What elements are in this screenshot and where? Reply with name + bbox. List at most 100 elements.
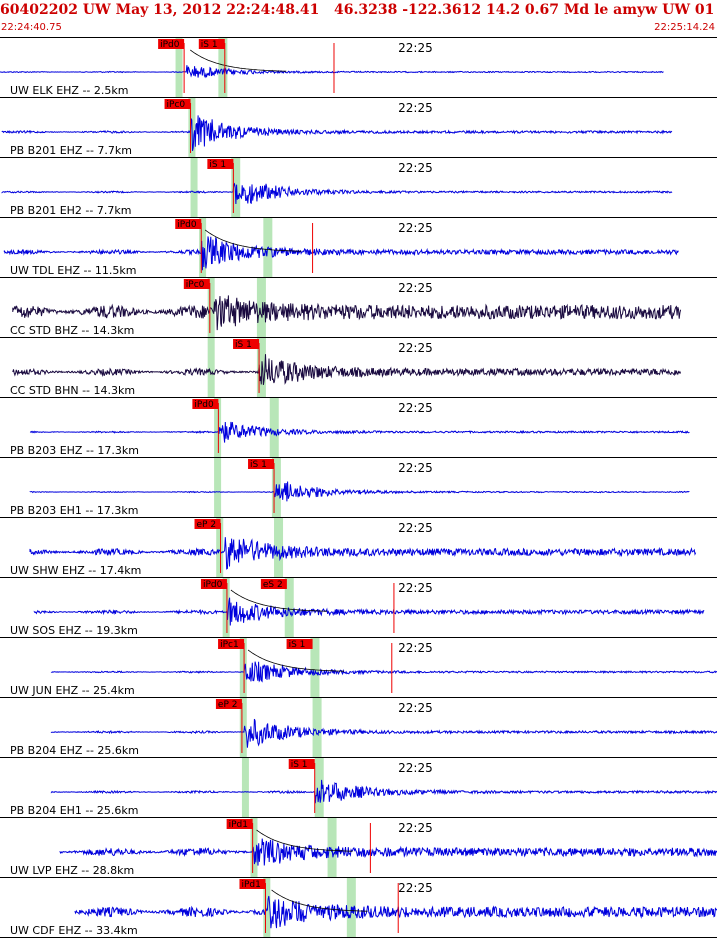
pick-label: eS 2: [263, 580, 283, 590]
pick-label: iPc1: [220, 640, 239, 650]
waveform: [12, 354, 682, 385]
pick-box[interactable]: [215, 699, 242, 709]
pick-marker[interactable]: iPd0: [200, 579, 227, 590]
time-tick-label: 22:25: [398, 521, 433, 535]
pick-box[interactable]: [200, 579, 227, 589]
time-tick-label: 22:25: [398, 761, 433, 775]
waveform: [33, 597, 705, 626]
pick-label: iS 1: [289, 640, 306, 650]
station-label: PB B201 EH2 -- 7.7km: [10, 204, 131, 217]
pick-marker[interactable]: iS 1: [286, 639, 313, 650]
station-label: UW SOS EHZ -- 19.3km: [10, 624, 138, 637]
station-label: UW JUN EHZ -- 25.4km: [10, 684, 135, 697]
trace-panel: iPd0 22:25 PB B203 EHZ -- 17.3km: [0, 397, 717, 457]
pick-box[interactable]: [164, 99, 191, 109]
pick-marker[interactable]: eP 2: [215, 699, 242, 710]
waveform: [1, 182, 673, 205]
p-window: [214, 458, 222, 517]
time-tick-label: 22:25: [398, 401, 433, 415]
coda-decay-curve: [204, 229, 302, 252]
station-label: UW TDL EHZ -- 11.5km: [10, 264, 137, 277]
station-label: UW CDF EHZ -- 33.4km: [10, 924, 138, 937]
pick-marker[interactable]: iPd1: [239, 879, 266, 890]
pick-marker[interactable]: iPd0: [192, 399, 219, 410]
time-end-label: 22:25:14.24: [654, 22, 715, 33]
pick-box[interactable]: [198, 39, 225, 49]
pick-marker[interactable]: iS 1: [288, 759, 315, 770]
pick-box[interactable]: [226, 819, 253, 829]
p-window: [239, 698, 247, 757]
s-window: [269, 398, 279, 457]
pick-marker[interactable]: iPc1: [218, 639, 245, 650]
p-window: [216, 518, 224, 577]
p-window: [250, 818, 258, 877]
pick-box[interactable]: [192, 399, 219, 409]
time-tick-label: 22:25: [398, 281, 433, 295]
coda-decay-curve: [230, 589, 327, 612]
pick-marker[interactable]: eS 2: [260, 579, 287, 590]
waveform: [50, 718, 717, 748]
pick-label: iS 1: [235, 340, 252, 350]
trace-panel: eP 2 22:25 UW SHW EHZ -- 17.4km: [0, 517, 717, 577]
pick-box[interactable]: [194, 519, 221, 529]
p-window: [214, 398, 222, 457]
p-window: [207, 338, 215, 397]
coda-decay-curve: [271, 889, 368, 912]
time-tick-label: 22:25: [398, 821, 433, 835]
pick-box[interactable]: [239, 879, 266, 889]
pick-label: eP 2: [197, 520, 217, 530]
trace-panel: iPd0 eS 2 22:25 UW SOS EHZ -- 19.3km: [0, 577, 717, 637]
time-tick-label: 22:25: [398, 881, 433, 895]
coda-decay-curve: [190, 49, 287, 72]
pick-box[interactable]: [183, 279, 210, 289]
pick-box[interactable]: [260, 579, 287, 589]
s-window: [312, 698, 322, 757]
waveform: [0, 65, 664, 79]
pick-box[interactable]: [286, 639, 313, 649]
pick-label: iPd0: [203, 580, 223, 590]
s-window: [314, 758, 324, 817]
waveform: [29, 537, 697, 570]
pick-marker[interactable]: iS 1: [248, 459, 275, 470]
pick-box[interactable]: [218, 639, 245, 649]
pick-marker[interactable]: iPd0: [175, 219, 202, 230]
trace-panel: iPc0 22:25 PB B201 EHZ -- 7.7km: [0, 97, 717, 157]
trace-panel: iPd1 22:25 UW CDF EHZ -- 33.4km: [0, 877, 717, 937]
time-tick-label: 22:25: [398, 461, 433, 475]
pick-box[interactable]: [248, 459, 275, 469]
s-window: [231, 158, 241, 217]
station-label: PB B204 EHZ -- 25.6km: [10, 744, 139, 757]
pick-marker[interactable]: iS 1: [207, 159, 234, 170]
trace-panel: iS 1 22:25 PB B201 EH2 -- 7.7km: [0, 157, 717, 217]
pick-marker[interactable]: iPd0: [158, 39, 185, 50]
pick-box[interactable]: [175, 219, 202, 229]
pick-marker[interactable]: eP 2: [194, 519, 221, 530]
pick-box[interactable]: [207, 159, 234, 169]
pick-label: iPd0: [160, 40, 180, 50]
s-window: [310, 638, 320, 697]
pick-box[interactable]: [288, 759, 315, 769]
station-label: PB B203 EHZ -- 17.3km: [10, 444, 139, 457]
waveform: [59, 838, 717, 866]
pick-marker[interactable]: iPd1: [226, 819, 253, 830]
pick-box[interactable]: [233, 339, 260, 349]
time-tick-label: 22:25: [398, 341, 433, 355]
trace-panel: iPc0 22:25 CC STD BHZ -- 14.3km: [0, 277, 717, 337]
pick-marker[interactable]: iS 1: [198, 39, 225, 50]
p-window: [190, 158, 198, 217]
pick-label: iPd0: [177, 220, 197, 230]
pick-box[interactable]: [158, 39, 185, 49]
p-window: [175, 38, 183, 97]
event-title: 60402202 UW May 13, 2012 22:24:48.41 46.…: [0, 2, 717, 18]
station-label: UW SHW EHZ -- 17.4km: [10, 564, 141, 577]
pick-label: iS 1: [209, 160, 226, 170]
pick-marker[interactable]: iPc0: [183, 279, 210, 290]
trace-panel: eP 2 22:25 PB B204 EHZ -- 25.6km: [0, 697, 717, 757]
pick-marker[interactable]: iPc0: [164, 99, 191, 110]
pick-marker[interactable]: iS 1: [233, 339, 260, 350]
pick-label: eP 2: [218, 700, 238, 710]
pick-label: iPd1: [229, 820, 248, 830]
event-header: 60402202 UW May 13, 2012 22:24:48.41 46.…: [0, 0, 717, 38]
coda-decay-curve: [256, 829, 353, 852]
station-label: PB B204 EH1 -- 25.6km: [10, 804, 138, 817]
